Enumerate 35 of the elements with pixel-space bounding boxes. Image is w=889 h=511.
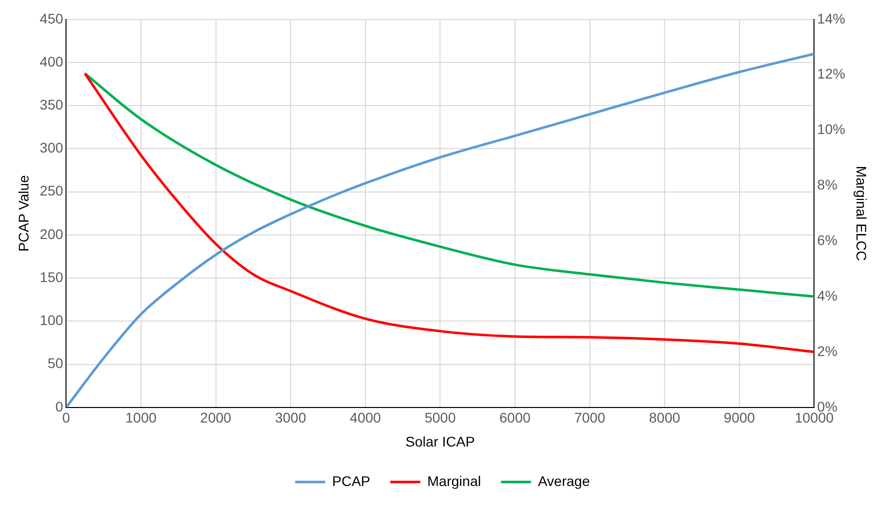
y2-tick-label: 14% xyxy=(817,10,846,26)
x-tick-label: 1000 xyxy=(125,410,157,426)
y-tick-label: 0 xyxy=(55,398,64,414)
y2-tick-label: 12% xyxy=(817,66,846,82)
x-tick-label: 8000 xyxy=(648,410,680,426)
legend-label: Marginal xyxy=(427,472,481,489)
legend-label: PCAP xyxy=(332,472,370,489)
y2-tick-label: 0% xyxy=(817,398,838,414)
y2-tick-label: 2% xyxy=(817,342,838,359)
y-tick-label: 450 xyxy=(40,10,64,26)
y-tick-label: 200 xyxy=(40,226,64,242)
y-tick-label: 150 xyxy=(40,268,64,285)
x-tick-label: 3000 xyxy=(274,410,306,426)
y-tick-label: 400 xyxy=(40,53,64,70)
line-series xyxy=(84,72,814,298)
legend-label: Average xyxy=(538,472,590,489)
x-tick-label: 9000 xyxy=(724,410,756,426)
y-tick-label: 300 xyxy=(40,140,64,156)
y2-axis-title: Marginal ELCC xyxy=(854,166,870,261)
y-tick-label: 350 xyxy=(40,96,64,112)
y2-tick-label: 10% xyxy=(817,121,846,138)
x-tick-label: 2000 xyxy=(200,410,232,426)
y2-tick-label: 4% xyxy=(817,287,838,304)
y2-tick-label: 6% xyxy=(817,232,838,248)
x-axis-title: Solar ICAP xyxy=(406,433,475,450)
x-tick-label: 4000 xyxy=(350,410,382,426)
x-tick-label: 5000 xyxy=(424,410,456,426)
x-tick-label: 7000 xyxy=(574,410,606,426)
y-tick-label: 250 xyxy=(40,182,64,199)
y-tick-label: 100 xyxy=(40,312,64,328)
line-series xyxy=(84,72,814,354)
x-tick-label: 6000 xyxy=(499,410,531,426)
y2-tick-label: 8% xyxy=(817,176,838,193)
y-axis-title: PCAP Value xyxy=(15,174,32,252)
y-tick-label: 50 xyxy=(48,355,64,372)
